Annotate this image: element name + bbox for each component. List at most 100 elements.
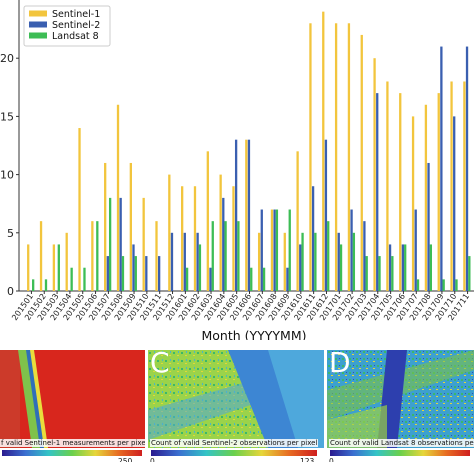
bar-landsat-8-201704 — [378, 256, 381, 291]
bar-landsat-8-201702 — [352, 232, 356, 291]
bar-sentinel-1-201505 — [78, 128, 81, 291]
bar-landsat-8-201509 — [134, 256, 137, 291]
map-caption: Count of valid Sentinel-2 observations p… — [150, 439, 319, 447]
bar-landsat-8-201501 — [32, 279, 35, 291]
bar-landsat-8-201703 — [365, 256, 368, 291]
colorbar — [330, 450, 470, 456]
bar-landsat-8-201601 — [185, 267, 189, 291]
bar-sentinel-1-201604 — [219, 174, 222, 291]
bar-sentinel-1-201701 — [334, 23, 338, 292]
bar-sentinel-2-201603 — [209, 267, 212, 291]
bar-landsat-8-201504 — [70, 267, 73, 291]
bar-sentinel-2-201604 — [222, 197, 225, 291]
bar-landsat-8-201606 — [250, 267, 253, 291]
bar-sentinel-2-201707 — [414, 209, 417, 291]
bar-sentinel-2-201507 — [106, 256, 109, 291]
sentinel-2-count-map — [148, 350, 324, 448]
bar-landsat-8-201709 — [442, 279, 445, 291]
bar-sentinel-1-201608 — [270, 209, 274, 291]
bar-landsat-8-201710 — [455, 279, 458, 291]
bar-landsat-8-201506 — [96, 221, 99, 291]
bar-sentinel-1-201609 — [283, 232, 286, 291]
bar-sentinel-2-201610 — [299, 244, 302, 291]
bar-sentinel-2-201509 — [132, 244, 135, 291]
bar-sentinel-1-201510 — [142, 197, 145, 291]
bar-landsat-8-201705 — [391, 256, 394, 291]
bar-sentinel-2-201702 — [350, 209, 353, 291]
bar-sentinel-1-201607 — [257, 232, 261, 291]
bar-sentinel-1-201711 — [463, 81, 466, 291]
bar-landsat-8-201602 — [198, 244, 202, 291]
bar-sentinel-1-201705 — [386, 81, 389, 291]
bar-landsat-8-201607 — [262, 267, 266, 291]
bar-sentinel-1-201706 — [399, 93, 402, 292]
bar-landsat-8-201502 — [44, 279, 48, 291]
bar-sentinel-2-201704 — [376, 93, 379, 292]
bar-landsat-8-201508 — [121, 256, 125, 291]
bar-landsat-8-201604 — [224, 221, 227, 291]
legend-label: Landsat 8 — [52, 31, 99, 42]
landsat-8-count-map — [327, 350, 474, 448]
bar-sentinel-2-201601 — [183, 232, 186, 291]
bar-sentinel-1-201511 — [155, 221, 158, 291]
map-caption: f valid Sentinel-1 measurements per pixe… — [0, 439, 145, 447]
colorbar-max-label: 250 — [118, 457, 133, 462]
plot-area: 0510152020150120150220150320150420150520… — [0, 0, 474, 322]
colorbar — [151, 450, 317, 456]
bar-sentinel-2-201510 — [145, 256, 148, 291]
colorbar — [2, 450, 142, 456]
bar-sentinel-2-201706 — [401, 244, 405, 291]
bar-sentinel-2-201709 — [440, 46, 443, 292]
bar-sentinel-1-201508 — [116, 104, 120, 291]
bar-landsat-8-201612 — [327, 221, 330, 291]
bar-sentinel-1-201606 — [245, 139, 248, 291]
panel-letter: D — [329, 350, 351, 379]
bar-sentinel-2-201711 — [465, 46, 469, 292]
legend-swatch — [29, 10, 47, 17]
bar-sentinel-1-201707 — [411, 116, 415, 292]
bar-landsat-8-201507 — [108, 197, 112, 291]
bar-landsat-8-201608 — [275, 209, 279, 291]
bar-sentinel-2-201710 — [453, 116, 456, 292]
bar-sentinel-2-201611 — [311, 186, 315, 291]
y-tick-label: 15 — [0, 110, 14, 123]
bar-landsat-8-201701 — [339, 244, 343, 291]
legend-label: Sentinel-1 — [52, 9, 100, 20]
colorbar-max-label: 123 — [300, 457, 315, 462]
bar-landsat-8-201711 — [468, 256, 471, 291]
bar-landsat-8-201610 — [301, 232, 304, 291]
bar-sentinel-1-201610 — [296, 151, 299, 291]
bar-landsat-8-201505 — [83, 267, 86, 291]
bar-sentinel-2-201508 — [119, 197, 122, 291]
map-panel-sentinel-1: f valid Sentinel-1 measurements per pixe… — [0, 350, 145, 462]
bar-sentinel-1-201710 — [450, 81, 453, 291]
y-tick-label: 0 — [7, 285, 14, 298]
bar-sentinel-1-201702 — [347, 23, 351, 292]
y-tick-label: 20 — [0, 52, 14, 65]
sentinel-1-count-map — [0, 350, 145, 448]
bar-sentinel-2-201701 — [337, 232, 340, 291]
bar-sentinel-1-201507 — [104, 162, 107, 291]
bar-sentinel-2-201512 — [170, 232, 174, 291]
bar-landsat-8-201605 — [237, 221, 240, 291]
y-tick-label: 10 — [0, 169, 14, 182]
bar-sentinel-1-201708 — [424, 104, 428, 291]
bar-landsat-8-201706 — [404, 244, 407, 291]
bar-sentinel-1-201603 — [206, 151, 209, 291]
bar-sentinel-2-201606 — [247, 139, 251, 291]
bar-sentinel-2-201612 — [324, 139, 328, 291]
legend-swatch — [29, 32, 47, 39]
bar-landsat-8-201603 — [211, 221, 214, 291]
bar-landsat-8-201503 — [57, 244, 60, 291]
bar-landsat-8-201611 — [314, 232, 317, 291]
bar-sentinel-2-201602 — [196, 232, 199, 291]
bar-sentinel-1-201501 — [27, 244, 30, 291]
bar-sentinel-2-201705 — [388, 244, 392, 291]
colorbar-min-label: 0 — [329, 457, 334, 462]
bar-sentinel-1-201512 — [168, 174, 171, 291]
bar-sentinel-2-201703 — [363, 221, 366, 291]
bar-sentinel-1-201502 — [39, 221, 43, 291]
bar-landsat-8-201708 — [429, 244, 432, 291]
bar-sentinel-1-201602 — [193, 186, 197, 291]
y-tick-label: 5 — [7, 227, 14, 240]
